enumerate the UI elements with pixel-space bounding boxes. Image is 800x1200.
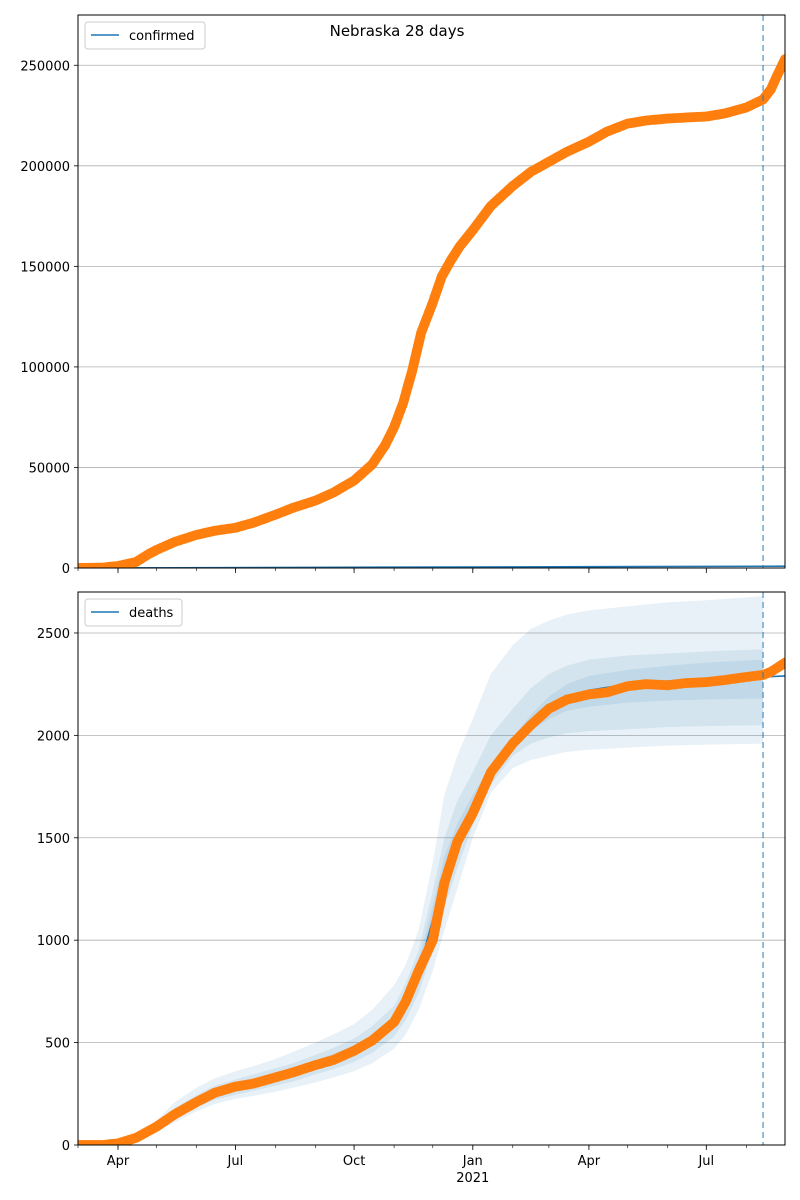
deaths-x-tick-label: Apr [107,1154,130,1169]
confirmed-y-tick-label: 50000 [29,461,70,476]
deaths-uncertainty-band [78,596,764,1145]
confirmed-y-tick-label: 250000 [20,59,70,74]
deaths-x-tick-label: Jan [462,1154,483,1169]
confirmed-legend: confirmed [84,21,206,50]
deaths-x-year-label: 2021 [456,1171,489,1186]
chart-title: Nebraska 28 days [330,22,465,40]
deaths-observed-point [780,657,785,668]
confirmed-y-tick-label: 0 [62,562,70,577]
deaths-x-tick-label: Jul [227,1154,244,1169]
deaths-y-tick-label: 500 [45,1037,70,1052]
confirmed-legend-box [84,21,206,50]
deaths-x-tick-label: Apr [578,1154,601,1169]
deaths-x-tick-label: Jul [697,1154,714,1169]
deaths-uncertainty-band [78,649,764,1145]
deaths-chart-panel: 0 500 1000 1500 2000 2500 Apr Jul Oct Jan 2021 Apr J… [37,591,786,1186]
deaths-axes-frame [77,591,786,1146]
deaths-x-tick-label: Oct [343,1154,365,1169]
deaths-y-tick-label: 1000 [37,934,70,949]
deaths-y-tick-label: 2500 [37,627,70,642]
confirmed-observed-point [780,54,785,65]
confirmed-y-tick-label: 150000 [20,260,70,275]
confirmed-y-tick-label: 200000 [20,160,70,175]
confirmed-y-tick-label: 100000 [20,361,70,376]
confirmed-legend-label: confirmed [129,29,195,44]
deaths-y-tick-label: 0 [62,1139,70,1154]
confirmed-chart-panel: 0 50000 100000 150000 200000 250000 confirmed [20,14,786,577]
deaths-y-tick-label: 2000 [37,729,70,744]
deaths-observed-series [78,657,785,1145]
deaths-y-tick-label: 1500 [37,832,70,847]
confirmed-axes-frame [77,14,786,569]
confirmed-observed-series [78,54,785,568]
deaths-legend-label: deaths [129,606,174,621]
deaths-legend: deaths [84,598,183,627]
deaths-legend-box [84,598,183,627]
